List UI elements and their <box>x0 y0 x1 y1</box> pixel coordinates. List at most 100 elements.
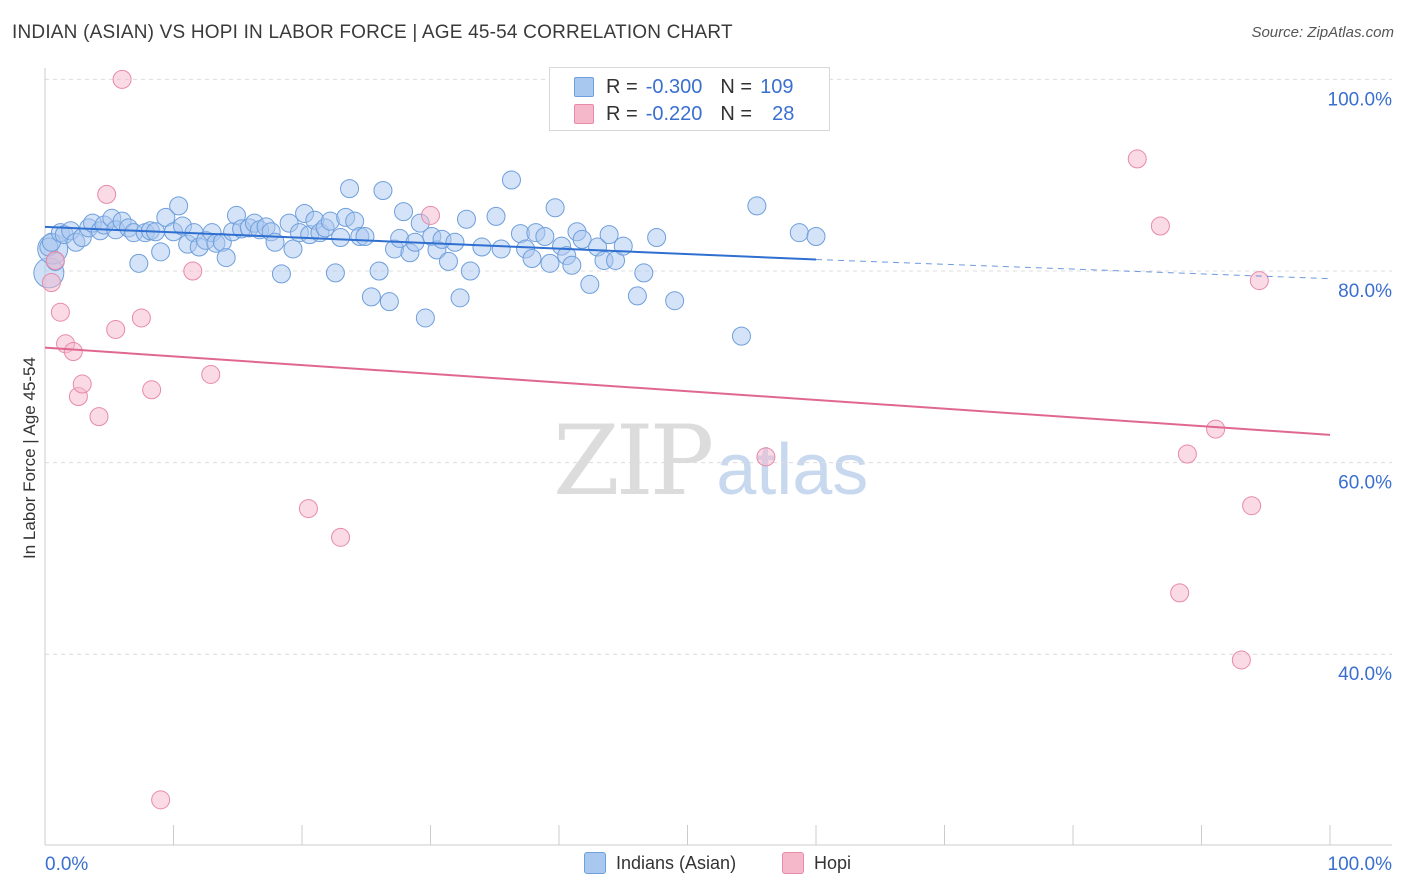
n-label: N = <box>720 102 753 125</box>
hopi-point <box>97 184 117 204</box>
r-value: -0.220 <box>645 102 703 125</box>
y-tick-label: 80.0% <box>1338 281 1392 302</box>
hopi-point <box>106 319 126 339</box>
x-tick-label-end: 100.0% <box>1328 854 1393 875</box>
indians-point <box>486 206 506 226</box>
hopi-point <box>1177 444 1197 464</box>
hopi-point <box>45 250 65 270</box>
hopi-point <box>41 272 61 292</box>
series-legend: Indians (Asian) Hopi <box>0 852 1406 878</box>
indians-point <box>806 227 826 247</box>
indians-point <box>599 225 619 245</box>
indians-point <box>283 239 303 259</box>
watermark: ZIPatlas <box>553 405 868 517</box>
indians-point <box>169 196 189 216</box>
hopi-point <box>201 364 221 384</box>
indians-point <box>450 288 470 308</box>
legend-swatch-hopi <box>574 104 594 124</box>
indians-point <box>361 287 381 307</box>
hopi-point <box>50 302 70 322</box>
hopi-point <box>331 527 351 547</box>
y-tick-label: 40.0% <box>1338 664 1392 685</box>
indians-point <box>373 181 393 201</box>
indians-point <box>369 261 389 281</box>
indians-point <box>151 242 171 262</box>
y-tick-label: 60.0% <box>1338 473 1392 494</box>
indians-point <box>647 227 667 247</box>
legend-item-hopi[interactable]: Hopi <box>782 852 851 874</box>
indians-point <box>340 179 360 199</box>
indians-point <box>491 239 511 259</box>
legend-item-indians[interactable]: Indians (Asian) <box>584 852 736 874</box>
stats-legend-row-indians: R = -0.300 N = 109 <box>574 75 793 99</box>
legend-swatch-indians <box>574 77 594 97</box>
indians-trend-line <box>44 225 817 261</box>
watermark-atlas: atlas <box>716 430 869 510</box>
indians-point <box>438 251 458 271</box>
source-label: Source: ZipAtlas.com <box>1251 24 1394 41</box>
indians-point <box>331 227 351 247</box>
indians-point <box>445 232 465 252</box>
n-value: 109 <box>760 75 794 98</box>
indians-point <box>747 196 767 216</box>
indians-point <box>394 202 414 222</box>
indians-point <box>545 198 565 218</box>
hopi-point <box>89 407 109 427</box>
hopi-point <box>1249 271 1269 291</box>
hopi-point <box>151 790 171 810</box>
stats-legend: R = -0.300 N = 109 R = -0.220 N = 28 <box>549 67 830 131</box>
stats-legend-row-hopi: R = -0.220 N = 28 <box>574 102 794 126</box>
indians-point <box>580 274 600 294</box>
hopi-point <box>112 69 132 89</box>
hopi-point <box>183 261 203 281</box>
r-value: -0.300 <box>645 75 703 98</box>
hopi-point <box>142 380 162 400</box>
indians-point <box>627 286 647 306</box>
indians-point <box>522 249 542 269</box>
r-label: R = <box>606 75 638 98</box>
hopi-point <box>1150 216 1170 236</box>
hopi-point <box>1127 149 1147 169</box>
indians-point <box>271 264 291 284</box>
hopi-point <box>756 447 776 467</box>
watermark-zip: ZIP <box>553 405 714 517</box>
indians-point <box>535 227 555 247</box>
indians-point <box>572 229 592 249</box>
hopi-point <box>72 374 92 394</box>
chart-title: INDIAN (ASIAN) VS HOPI IN LABOR FORCE | … <box>12 22 733 43</box>
hopi-point <box>1206 419 1226 439</box>
indians-point <box>540 253 560 273</box>
x-tick-label-start: 0.0% <box>45 854 88 875</box>
indians-point <box>355 227 375 247</box>
indians-point <box>415 308 435 328</box>
r-label: R = <box>606 102 638 125</box>
indians-point <box>456 209 476 229</box>
legend-label-hopi: Hopi <box>814 852 852 873</box>
n-value: 28 <box>772 102 795 125</box>
hopi-point <box>1231 650 1251 670</box>
y-axis-title: In Labor Force | Age 45-54 <box>20 357 39 559</box>
y-tick-label: 100.0% <box>1328 89 1393 110</box>
hopi-point <box>298 499 318 519</box>
indians-point <box>501 170 521 190</box>
legend-swatch-hopi-bottom <box>782 852 804 874</box>
hopi-point <box>421 205 440 225</box>
indians-point <box>789 223 809 243</box>
hopi-trend-line <box>44 346 1331 436</box>
indians-point <box>665 291 685 311</box>
indians-point <box>472 237 492 257</box>
legend-label-indians: Indians (Asian) <box>616 852 737 873</box>
indians-point <box>216 248 236 268</box>
n-label: N = <box>720 75 753 98</box>
indians-point <box>460 261 480 281</box>
hopi-point <box>63 341 83 361</box>
hopi-point <box>131 308 151 328</box>
indians-point <box>634 263 654 283</box>
indians-point <box>129 253 149 273</box>
indians-point <box>562 255 582 275</box>
hopi-point <box>1170 583 1190 603</box>
indians-point <box>325 263 345 283</box>
indians-point <box>731 326 751 346</box>
legend-swatch-indians-bottom <box>584 852 606 874</box>
